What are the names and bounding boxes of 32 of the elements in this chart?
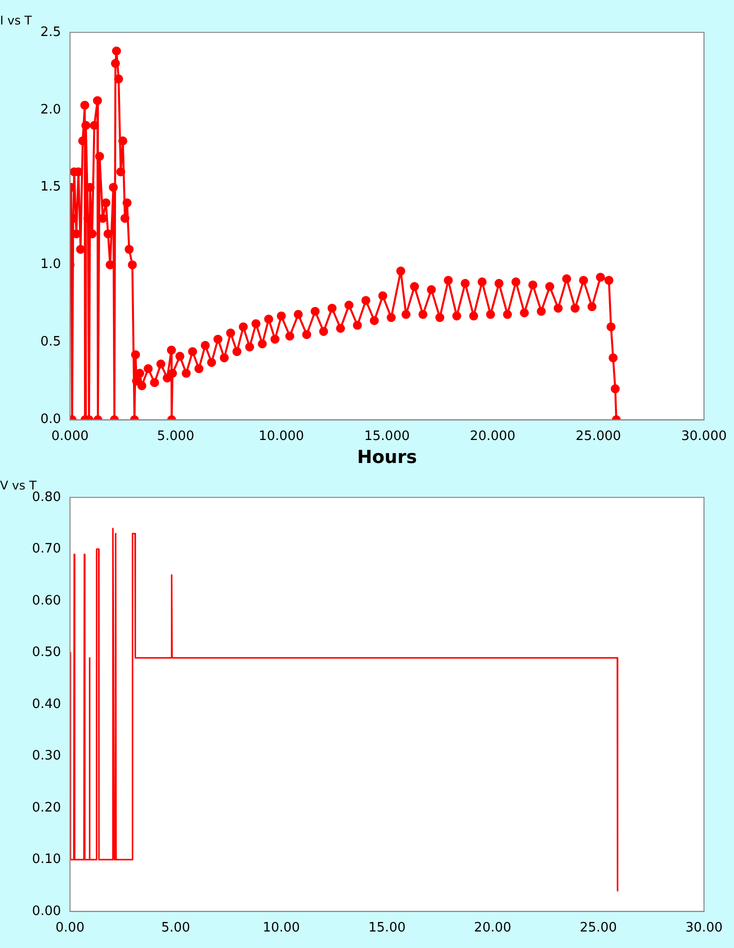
x-tick-label: 10.00 <box>262 920 300 936</box>
x-tick-label: 0.00 <box>56 920 84 936</box>
x-tick-label: 15.00 <box>368 920 406 936</box>
y-tick-label: 0.70 <box>32 542 61 557</box>
y-tick-label: 0.50 <box>32 645 61 660</box>
x-axis-title: Hours <box>357 446 417 468</box>
y-tick-label: 2.5 <box>40 24 61 40</box>
x-tick-label: 30.000 <box>681 428 727 444</box>
x-tick-label: 20.000 <box>470 428 516 444</box>
y-tick-label: 0.80 <box>32 490 61 505</box>
x-tick-label: 0.000 <box>51 428 89 444</box>
y-tick-label: 0.00 <box>32 904 61 919</box>
x-tick-label: 25.000 <box>576 428 622 444</box>
y-tick-label: 0.30 <box>32 748 61 764</box>
y-tick-label: 0.10 <box>32 852 61 868</box>
x-tick-label: 25.00 <box>580 920 617 936</box>
y-tick-label: 0.5 <box>40 334 61 350</box>
y-tick-label: 0.20 <box>32 800 61 816</box>
chart-title: I vs T <box>0 13 33 28</box>
y-tick-label: 0.40 <box>32 696 61 712</box>
y-tick-label: 0.0 <box>40 412 61 428</box>
x-tick-label: 5.000 <box>157 428 194 444</box>
x-tick-label: 20.00 <box>474 920 512 936</box>
y-tick-label: 1.0 <box>40 257 61 272</box>
y-tick-label: 0.60 <box>32 593 61 608</box>
y-tick-label: 1.5 <box>40 180 61 195</box>
chart-title: V vs T <box>0 478 38 492</box>
x-tick-label: 15.000 <box>364 428 410 444</box>
x-tick-label: 5.00 <box>161 920 190 936</box>
x-tick-label: 30.00 <box>685 920 723 936</box>
y-tick-label: 2.0 <box>40 102 61 118</box>
x-tick-label: 10.000 <box>258 428 304 444</box>
